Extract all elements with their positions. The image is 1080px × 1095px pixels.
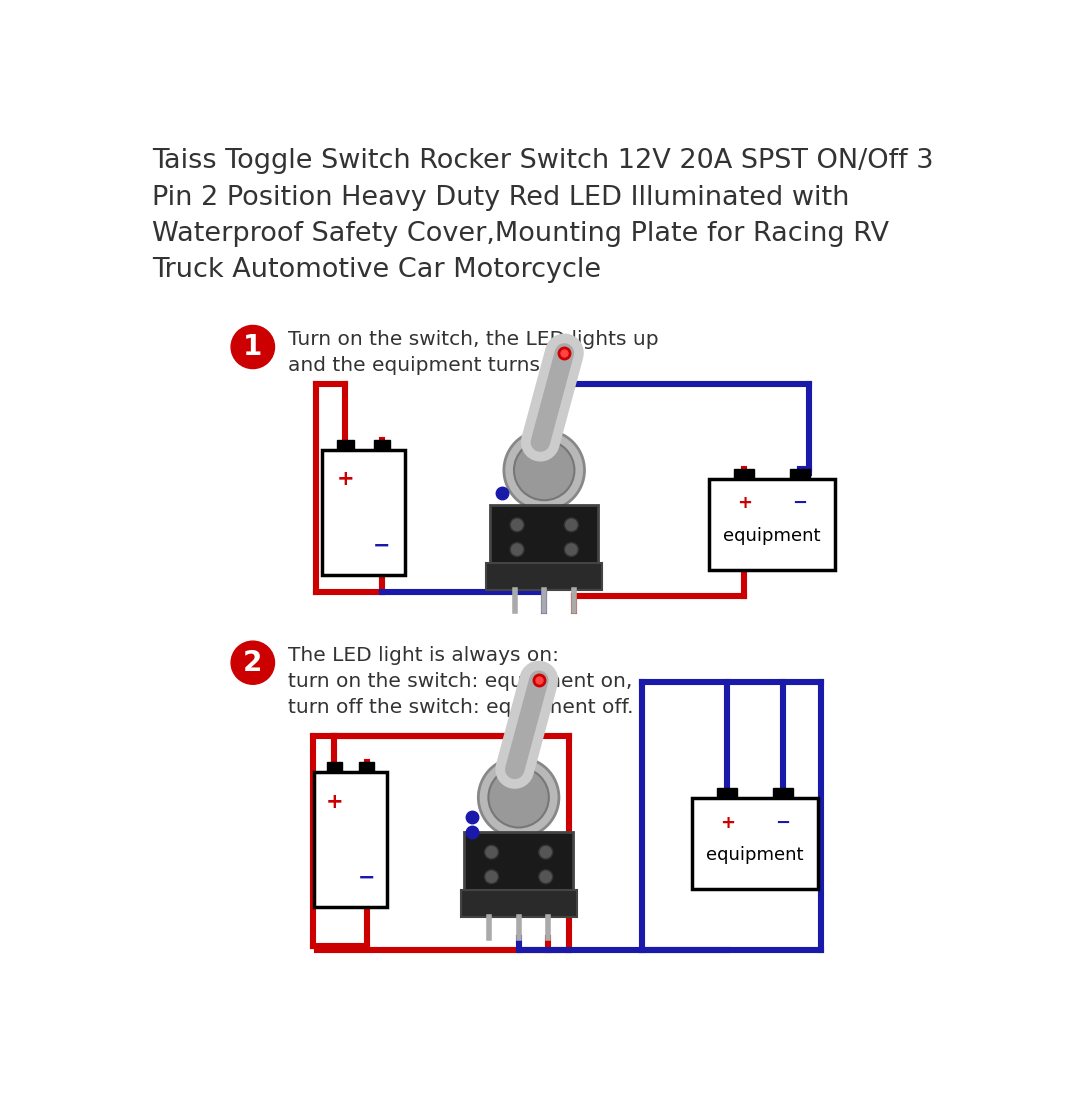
Bar	[460, 890, 577, 917]
Bar	[692, 798, 818, 889]
Circle shape	[510, 518, 524, 532]
Bar	[327, 762, 341, 772]
Text: and the equipment turns on.: and the equipment turns on.	[287, 356, 578, 376]
Bar	[789, 469, 810, 479]
Circle shape	[565, 518, 578, 532]
Bar	[337, 440, 353, 450]
Bar	[322, 450, 405, 575]
Bar	[313, 772, 388, 907]
Text: turn off the switch: equipment off.: turn off the switch: equipment off.	[287, 699, 633, 717]
Circle shape	[510, 543, 524, 556]
Circle shape	[231, 642, 274, 684]
Text: Turn on the switch, the LED lights up: Turn on the switch, the LED lights up	[287, 330, 659, 349]
Text: −: −	[775, 814, 791, 832]
Circle shape	[485, 869, 499, 884]
Text: Truck Automotive Car Motorcycle: Truck Automotive Car Motorcycle	[152, 257, 602, 283]
Text: The LED light is always on:: The LED light is always on:	[287, 646, 558, 665]
Circle shape	[539, 869, 553, 884]
Text: Pin 2 Position Heavy Duty Red LED Illuminated with: Pin 2 Position Heavy Duty Red LED Illumi…	[152, 185, 850, 210]
Text: +: +	[720, 814, 734, 832]
Text: +: +	[737, 494, 752, 512]
Circle shape	[485, 845, 499, 860]
Text: +: +	[325, 792, 343, 811]
Bar	[464, 832, 572, 890]
Circle shape	[539, 845, 553, 860]
Circle shape	[514, 440, 575, 500]
Circle shape	[504, 430, 584, 510]
Text: turn on the switch: equipment on,: turn on the switch: equipment on,	[287, 672, 632, 691]
Bar	[360, 762, 374, 772]
Bar	[710, 479, 835, 569]
Text: +: +	[336, 470, 354, 489]
Circle shape	[565, 543, 578, 556]
Text: 2: 2	[243, 648, 262, 677]
Bar	[490, 505, 598, 563]
Bar	[717, 788, 738, 798]
Text: equipment: equipment	[706, 846, 804, 864]
Text: equipment: equipment	[724, 527, 821, 544]
Text: Taiss Toggle Switch Rocker Switch 12V 20A SPST ON/Off 3: Taiss Toggle Switch Rocker Switch 12V 20…	[152, 148, 933, 174]
Circle shape	[488, 768, 549, 828]
Bar	[772, 788, 793, 798]
Text: −: −	[357, 868, 376, 888]
Text: −: −	[792, 494, 807, 512]
Circle shape	[478, 758, 559, 838]
Bar	[734, 469, 755, 479]
Circle shape	[231, 325, 274, 369]
Bar	[486, 563, 603, 589]
Text: Waterproof Safety Cover,Mounting Plate for Racing RV: Waterproof Safety Cover,Mounting Plate f…	[152, 221, 889, 246]
Text: 1: 1	[243, 333, 262, 361]
Text: −: −	[374, 535, 391, 555]
Bar	[374, 440, 390, 450]
